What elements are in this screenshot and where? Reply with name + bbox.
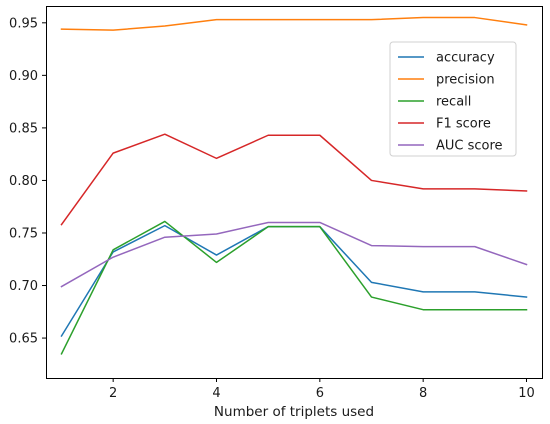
series-line-precision (60, 16, 528, 31)
legend-label: F1 score (436, 117, 491, 132)
y-axis: 0.65 0.70 0.75 0.80 0.85 0.90 0.95 (9, 16, 46, 347)
plot-frame (46, 6, 543, 379)
x-tick-label: 2 (109, 386, 117, 401)
y-tick-label: 0.90 (9, 69, 38, 84)
legend-box (389, 41, 517, 157)
y-tick-label: 0.85 (9, 121, 38, 136)
y-tick-label: 0.75 (9, 226, 38, 241)
x-tick-label: 10 (518, 386, 535, 401)
series-line-auc-score (60, 221, 528, 288)
y-tick-label: 0.70 (9, 279, 38, 294)
x-tick-label: 4 (212, 386, 220, 401)
series-line-f1-score (60, 133, 528, 226)
legend: accuracy precision recall F1 score AUC score (389, 41, 517, 157)
series-line-accuracy (60, 224, 528, 338)
y-tick-label: 0.80 (9, 174, 38, 189)
legend-label: AUC score (436, 139, 503, 154)
x-axis: 2 4 6 8 10 (109, 378, 535, 401)
legend-label: precision (436, 73, 495, 88)
y-tick-label: 0.95 (9, 16, 38, 31)
x-tick-label: 8 (419, 386, 427, 401)
x-tick-label: 6 (316, 386, 324, 401)
series-line-recall (60, 220, 528, 355)
series-layer (60, 16, 528, 355)
x-axis-label: Number of triplets used (214, 404, 374, 420)
y-tick-label: 0.65 (9, 332, 38, 347)
legend-label: recall (436, 95, 471, 110)
legend-label: accuracy (436, 51, 495, 66)
